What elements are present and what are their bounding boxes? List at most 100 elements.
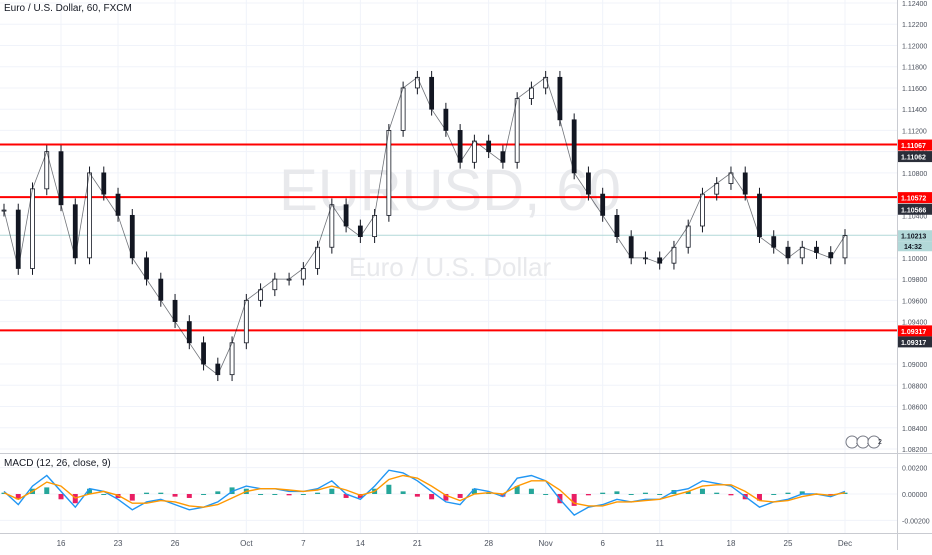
price-tag-bg [898, 151, 932, 163]
price-tick-label: 1.09800 [902, 277, 927, 284]
time-tick-label: 21 [413, 539, 422, 548]
candle-body [243, 299, 249, 344]
histogram-bar [471, 488, 477, 494]
price-tick-label: 1.11800 [902, 65, 927, 72]
candle-body [771, 236, 777, 248]
time-tick-label: 11 [656, 539, 665, 548]
histogram-bar [329, 488, 335, 494]
histogram-bar [343, 494, 349, 498]
countdown-label: 14:32 [904, 244, 922, 251]
histogram-bar [201, 494, 207, 495]
candle-body [58, 151, 64, 206]
histogram-bar [543, 494, 549, 495]
candle-body [614, 214, 620, 238]
symbol-title[interactable]: Euro / U.S. Dollar, 60, FXCM [4, 3, 132, 14]
price-tick-label: 1.12200 [902, 22, 927, 29]
histogram-bar [414, 494, 420, 497]
histogram-bar [714, 492, 720, 494]
histogram-bar [585, 494, 591, 496]
event-badges[interactable]: 222 [845, 435, 882, 449]
histogram-bar [785, 492, 791, 494]
time-tick-label: 28 [484, 539, 493, 548]
price-tag-bg [898, 336, 932, 348]
candle-body [543, 76, 549, 89]
candle-body [799, 246, 805, 259]
event-badge-icon[interactable] [867, 435, 881, 449]
histogram-bar [315, 492, 321, 494]
histogram-bar [528, 488, 534, 494]
histogram-bar [728, 494, 734, 496]
time-tick-label: Dec [838, 539, 852, 548]
price-tick-label: 1.11200 [902, 128, 927, 135]
price-tag-label: 1.10572 [901, 196, 926, 203]
price-tick-label: 1.10400 [902, 213, 927, 220]
macd-tick-label: 0.00000 [902, 492, 927, 499]
candle-body [443, 108, 449, 131]
macd-pane [1, 469, 848, 516]
histogram-bar [129, 494, 135, 501]
candle-body [343, 204, 349, 227]
histogram-bar [771, 494, 777, 495]
price-line [3, 76, 846, 376]
time-tick-label: 6 [600, 539, 605, 548]
price-tick-label: 1.08200 [902, 447, 927, 454]
candle-body [700, 193, 705, 227]
price-tick-label: 1.12400 [902, 1, 927, 8]
price-tag-bg [898, 203, 932, 215]
time-tick-label: 14 [356, 539, 365, 548]
histogram-bar [15, 494, 21, 500]
price-tag-bg [898, 192, 932, 204]
price-tags: 1.11067 1.11062 1.10572 1.10566 1.10213 14:32… [898, 139, 932, 348]
histogram-bar [87, 488, 93, 494]
watermark-description: Euro / U.S. Dollar [349, 252, 552, 282]
macd-title[interactable]: MACD (12, 26, close, 9) [4, 458, 111, 469]
price-tick-label: 1.09400 [902, 320, 927, 327]
candle-body [101, 172, 107, 195]
histogram-bar [628, 494, 634, 495]
candle-body [757, 193, 762, 238]
time-tick-label: 25 [784, 539, 793, 548]
event-badge-count: 2 [878, 439, 882, 446]
histogram-bar [286, 494, 292, 496]
histogram-bar [101, 494, 107, 495]
histogram-bar [600, 492, 606, 494]
axes: 1.12400 1.12200 1.12000 1.11800 1.11600 1.114… [57, 1, 930, 548]
time-tick-label: 26 [171, 539, 180, 548]
price-tag-bg [898, 230, 932, 242]
histogram-bar [571, 494, 577, 506]
histogram-bar [144, 492, 150, 494]
histogram-bar [685, 491, 691, 494]
candle-body [586, 172, 591, 195]
signal-line [3, 474, 846, 508]
histogram-bar [300, 494, 306, 495]
time-tick-label: 16 [57, 539, 66, 548]
price-tick-label: 1.11600 [902, 86, 927, 93]
histogram-bar [58, 494, 64, 500]
candle-body [386, 130, 392, 216]
histogram-bar [457, 494, 463, 498]
price-tick-label: 1.10800 [902, 171, 927, 178]
price-tag-label: 1.10566 [901, 207, 926, 214]
histogram-bar [400, 491, 406, 494]
horizontal-levels[interactable] [0, 143, 897, 332]
histogram-bar [272, 494, 278, 495]
candle-body [785, 246, 791, 259]
candle-body [842, 235, 848, 259]
candle-body [201, 342, 206, 365]
histogram-bar [386, 484, 392, 494]
price-tick-label: 1.09600 [902, 298, 927, 305]
price-tag-label: 1.11067 [901, 143, 926, 150]
histogram-bar [642, 492, 648, 494]
time-tick-label: 7 [301, 539, 306, 548]
price-tag-bg [898, 325, 932, 337]
candle-body [600, 193, 606, 216]
candle-body [258, 289, 263, 301]
time-tick-label: 23 [114, 539, 123, 548]
time-tick-label: Nov [539, 539, 553, 548]
price-tick-label: 1.09000 [902, 362, 927, 369]
candle-body [329, 204, 335, 248]
price-tag-label: 1.11062 [901, 155, 926, 162]
candle-body [30, 188, 35, 269]
